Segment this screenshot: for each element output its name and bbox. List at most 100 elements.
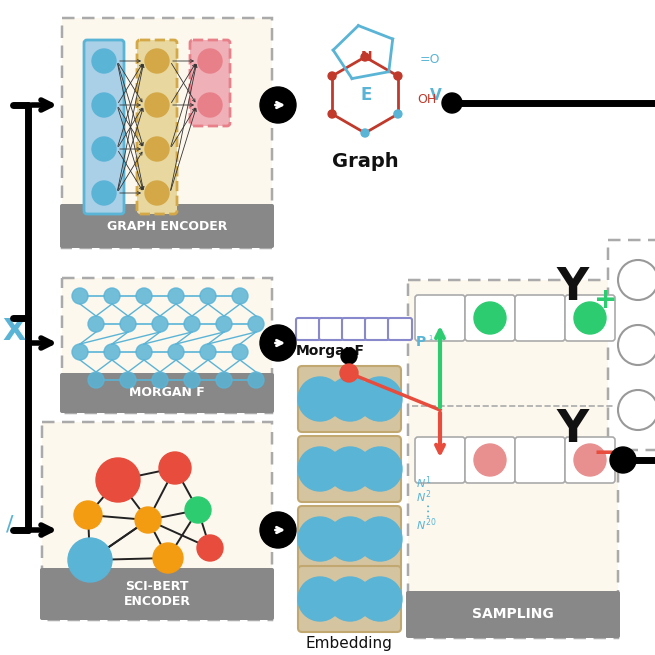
Circle shape	[298, 447, 342, 491]
Circle shape	[168, 344, 184, 360]
Text: $N^2$: $N^2$	[416, 489, 431, 506]
Text: P: P	[416, 335, 426, 349]
Circle shape	[361, 129, 369, 137]
Circle shape	[216, 372, 232, 388]
Circle shape	[92, 137, 116, 161]
Text: SCI-BERT
ENCODER: SCI-BERT ENCODER	[124, 580, 191, 608]
Circle shape	[145, 137, 169, 161]
Circle shape	[72, 288, 88, 304]
Circle shape	[442, 93, 462, 113]
Circle shape	[159, 452, 191, 484]
Circle shape	[96, 458, 140, 502]
Text: $^1$: $^1$	[428, 335, 434, 345]
Text: GRAPH ENCODER: GRAPH ENCODER	[107, 219, 227, 233]
Text: =O: =O	[420, 53, 441, 66]
Circle shape	[184, 316, 200, 332]
Circle shape	[168, 288, 184, 304]
Circle shape	[104, 344, 120, 360]
Circle shape	[68, 538, 112, 582]
Circle shape	[92, 181, 116, 205]
Circle shape	[328, 110, 336, 118]
Text: ⋯: ⋯	[420, 502, 435, 517]
Circle shape	[88, 372, 104, 388]
Circle shape	[618, 390, 655, 430]
Circle shape	[524, 444, 556, 476]
Circle shape	[200, 288, 216, 304]
Circle shape	[260, 512, 296, 548]
Circle shape	[328, 517, 372, 561]
Circle shape	[197, 535, 223, 561]
Circle shape	[104, 288, 120, 304]
FancyBboxPatch shape	[42, 422, 272, 620]
Circle shape	[145, 181, 169, 205]
Circle shape	[185, 497, 211, 523]
Circle shape	[358, 517, 402, 561]
FancyBboxPatch shape	[319, 318, 343, 340]
Circle shape	[145, 49, 169, 73]
Text: +: +	[594, 286, 618, 314]
Text: $N^1$: $N^1$	[416, 475, 432, 491]
Text: Y: Y	[556, 408, 588, 451]
Circle shape	[358, 377, 402, 421]
Circle shape	[120, 316, 136, 332]
Circle shape	[232, 344, 248, 360]
Circle shape	[184, 372, 200, 388]
Circle shape	[200, 344, 216, 360]
FancyBboxPatch shape	[60, 373, 274, 413]
FancyBboxPatch shape	[137, 40, 177, 214]
FancyBboxPatch shape	[342, 318, 366, 340]
Text: V: V	[430, 88, 441, 103]
Circle shape	[153, 543, 183, 573]
Circle shape	[298, 577, 342, 621]
FancyBboxPatch shape	[296, 318, 320, 340]
Circle shape	[92, 49, 116, 73]
Circle shape	[328, 577, 372, 621]
FancyBboxPatch shape	[40, 568, 274, 620]
Circle shape	[358, 447, 402, 491]
Circle shape	[328, 377, 372, 421]
FancyBboxPatch shape	[608, 240, 655, 450]
Circle shape	[328, 447, 372, 491]
Circle shape	[260, 325, 296, 361]
FancyBboxPatch shape	[60, 204, 274, 248]
Text: OH: OH	[417, 93, 436, 106]
Circle shape	[232, 288, 248, 304]
FancyBboxPatch shape	[415, 437, 465, 483]
FancyBboxPatch shape	[365, 318, 389, 340]
Circle shape	[74, 501, 102, 529]
Circle shape	[248, 372, 264, 388]
Circle shape	[92, 93, 116, 117]
Text: $N^{20}$: $N^{20}$	[416, 517, 436, 533]
Circle shape	[424, 444, 456, 476]
FancyBboxPatch shape	[408, 280, 618, 638]
Circle shape	[341, 348, 357, 364]
FancyBboxPatch shape	[515, 295, 565, 341]
Text: SAMPLING: SAMPLING	[472, 607, 554, 622]
Text: N: N	[361, 50, 373, 64]
FancyBboxPatch shape	[515, 437, 565, 483]
FancyBboxPatch shape	[565, 295, 615, 341]
Circle shape	[394, 110, 402, 118]
Circle shape	[618, 325, 655, 365]
Circle shape	[298, 517, 342, 561]
FancyBboxPatch shape	[406, 591, 620, 638]
Circle shape	[135, 507, 161, 533]
FancyBboxPatch shape	[298, 506, 401, 572]
Circle shape	[618, 260, 655, 300]
Circle shape	[361, 53, 369, 61]
FancyBboxPatch shape	[298, 566, 401, 632]
Circle shape	[424, 302, 456, 334]
FancyBboxPatch shape	[388, 318, 412, 340]
Circle shape	[136, 288, 152, 304]
Circle shape	[136, 344, 152, 360]
Circle shape	[574, 302, 606, 334]
Circle shape	[88, 316, 104, 332]
FancyBboxPatch shape	[84, 40, 124, 214]
Circle shape	[298, 377, 342, 421]
FancyBboxPatch shape	[62, 18, 272, 248]
Circle shape	[260, 87, 296, 123]
Circle shape	[72, 344, 88, 360]
Circle shape	[152, 316, 168, 332]
Circle shape	[358, 577, 402, 621]
Text: E: E	[360, 86, 371, 104]
